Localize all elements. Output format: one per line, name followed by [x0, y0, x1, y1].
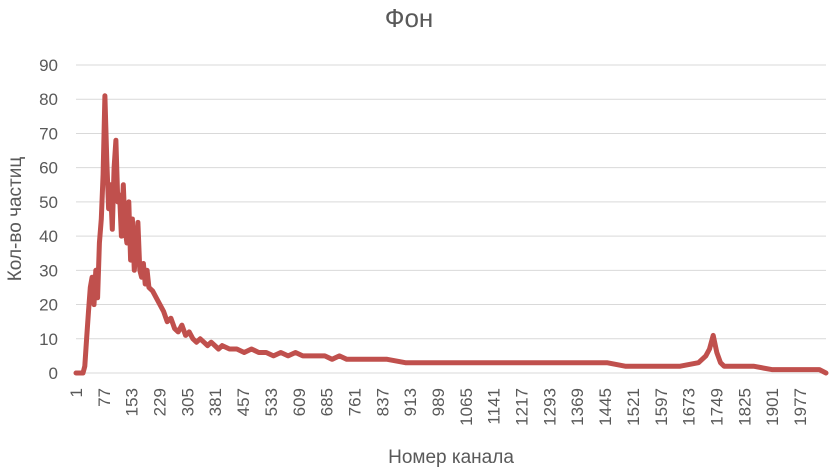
x-tick-label: 1141 — [485, 388, 504, 425]
x-tick-label: 305 — [178, 388, 197, 416]
x-axis-ticks: 1 77 153 229 305 381 457 533 609 685 761 837 913 989 1… — [67, 388, 810, 426]
x-tick-label: 153 — [123, 388, 142, 416]
x-tick-label: 1977 — [791, 388, 810, 426]
y-tick-label: 20 — [39, 296, 58, 315]
x-tick-label: 1749 — [707, 388, 726, 426]
x-tick-label: 837 — [373, 388, 392, 416]
x-tick-label: 1293 — [540, 388, 559, 426]
y-axis-ticks: 0 10 20 30 40 50 60 70 80 90 — [39, 56, 58, 383]
x-tick-label: 685 — [318, 388, 337, 416]
x-tick-label: 457 — [234, 388, 253, 416]
grid — [76, 64, 826, 374]
y-tick-label: 60 — [39, 159, 58, 178]
x-tick-label: 1597 — [652, 388, 671, 426]
x-tick-label: 1065 — [457, 388, 476, 426]
series-line — [73, 93, 829, 376]
x-tick-label: 77 — [95, 388, 114, 407]
x-tick-label: 1445 — [596, 388, 615, 426]
y-tick-label: 50 — [39, 193, 58, 212]
x-tick-label: 381 — [206, 388, 225, 416]
x-tick-label: 1901 — [763, 388, 782, 426]
x-tick-label: 229 — [151, 388, 170, 416]
y-tick-label: 0 — [49, 364, 58, 383]
y-tick-label: 80 — [39, 90, 58, 109]
x-tick-label: 913 — [401, 388, 420, 416]
chart-title: Фон — [385, 3, 434, 33]
x-tick-label: 1673 — [680, 388, 699, 426]
y-tick-label: 40 — [39, 227, 58, 246]
x-tick-label: 609 — [290, 388, 309, 416]
y-tick-label: 10 — [39, 330, 58, 349]
y-tick-label: 70 — [39, 124, 58, 143]
x-tick-label: 533 — [262, 388, 281, 416]
y-axis-label: Кол-во частиц — [5, 157, 26, 282]
y-tick-label: 90 — [39, 56, 58, 75]
x-tick-label: 1217 — [513, 388, 532, 426]
x-tick-label: 1521 — [624, 388, 643, 426]
x-tick-label: 1 — [67, 388, 86, 397]
x-tick-label: 1369 — [568, 388, 587, 426]
x-axis-label: Номер канала — [388, 447, 514, 468]
x-tick-label: 989 — [429, 388, 448, 416]
x-tick-label: 761 — [345, 388, 364, 416]
y-tick-label: 30 — [39, 261, 58, 280]
x-tick-label: 1825 — [735, 388, 754, 426]
